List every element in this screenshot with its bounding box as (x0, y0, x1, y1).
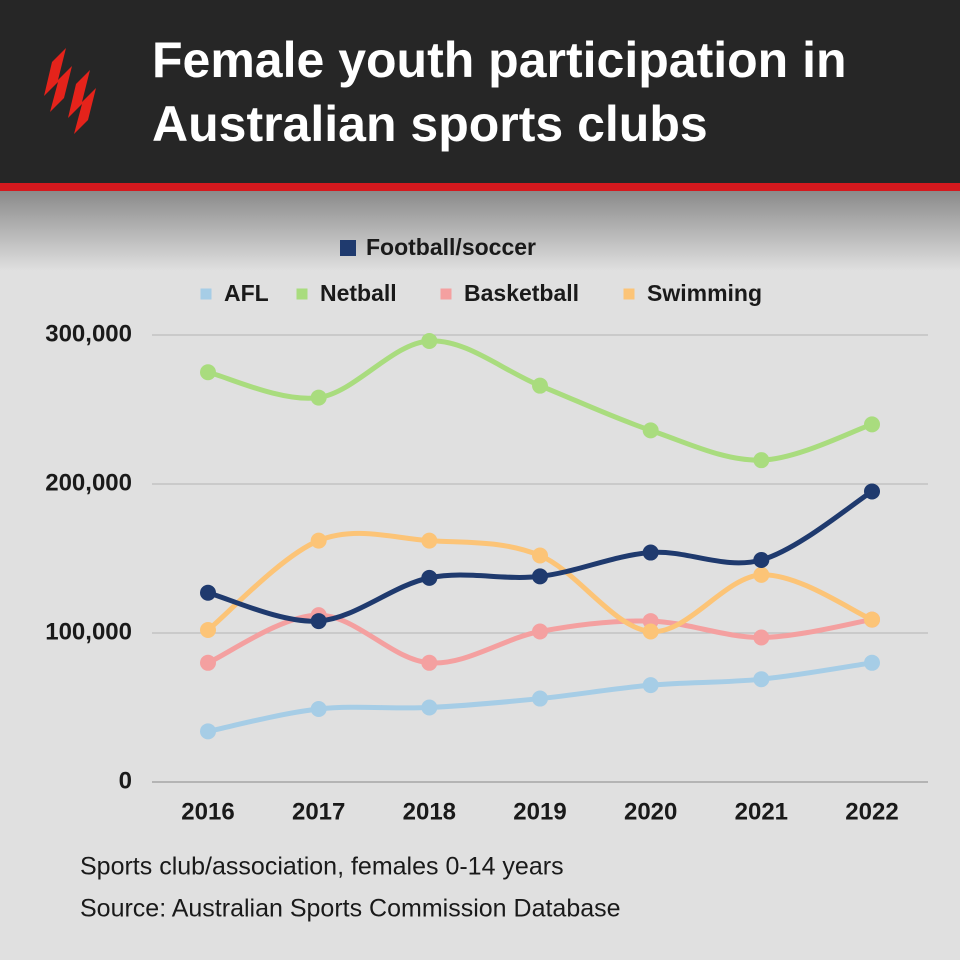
point (421, 532, 438, 549)
legend-swatch (623, 288, 635, 300)
point (200, 584, 216, 601)
x-tick-label: 2017 (292, 798, 345, 825)
y-tick-label: 200,000 (45, 469, 132, 496)
point (310, 613, 327, 630)
point (421, 654, 438, 671)
point (753, 551, 770, 568)
y-tick-label: 0 (119, 767, 132, 794)
note: Source: Australian Sports Commission Dat… (80, 895, 621, 923)
logo (44, 48, 96, 134)
point (421, 332, 438, 349)
y-tick-label: 100,000 (45, 618, 132, 645)
point (864, 654, 880, 671)
point (421, 699, 438, 716)
legend-swatch (296, 288, 308, 300)
note: Sports club/association, females 0-14 ye… (80, 853, 564, 881)
point (532, 568, 548, 585)
legend-swatch (200, 288, 212, 300)
legend-label: AFL (224, 280, 269, 306)
chart-title: Female youth participation in Australian… (152, 32, 847, 152)
point (642, 422, 659, 439)
point (753, 671, 770, 688)
series-line (207, 338, 873, 463)
legend-swatch (340, 240, 356, 256)
point (753, 629, 770, 646)
x-tick-label: 2019 (513, 798, 566, 825)
y-tick-label: 300,000 (45, 320, 132, 347)
point (642, 677, 659, 694)
point (864, 611, 880, 628)
point (864, 416, 880, 433)
legend-label: Swimming (647, 280, 762, 306)
header-bar (0, 0, 960, 183)
point (200, 622, 216, 639)
legend-swatch (440, 288, 452, 300)
point (421, 569, 438, 586)
point (310, 532, 327, 549)
legend-label: Football/soccer (366, 234, 536, 260)
point (310, 389, 327, 406)
point (200, 654, 216, 671)
x-tick-label: 2021 (735, 798, 788, 825)
x-tick-label: 2020 (624, 798, 677, 825)
point (532, 377, 548, 394)
x-tick-label: 2016 (181, 798, 234, 825)
point (642, 623, 659, 640)
point (532, 690, 548, 707)
point (642, 544, 659, 561)
point (310, 700, 327, 717)
shade (0, 191, 960, 271)
accent-line (0, 183, 960, 191)
legend-label: Netball (320, 280, 397, 306)
point (753, 566, 770, 583)
point (200, 364, 216, 381)
x-tick-label: 2022 (845, 798, 898, 825)
point (864, 483, 880, 500)
point (200, 723, 216, 740)
x-tick-label: 2018 (403, 798, 456, 825)
point (753, 452, 770, 469)
point (532, 623, 548, 640)
legend-label: Basketball (464, 280, 579, 306)
point (532, 547, 548, 564)
